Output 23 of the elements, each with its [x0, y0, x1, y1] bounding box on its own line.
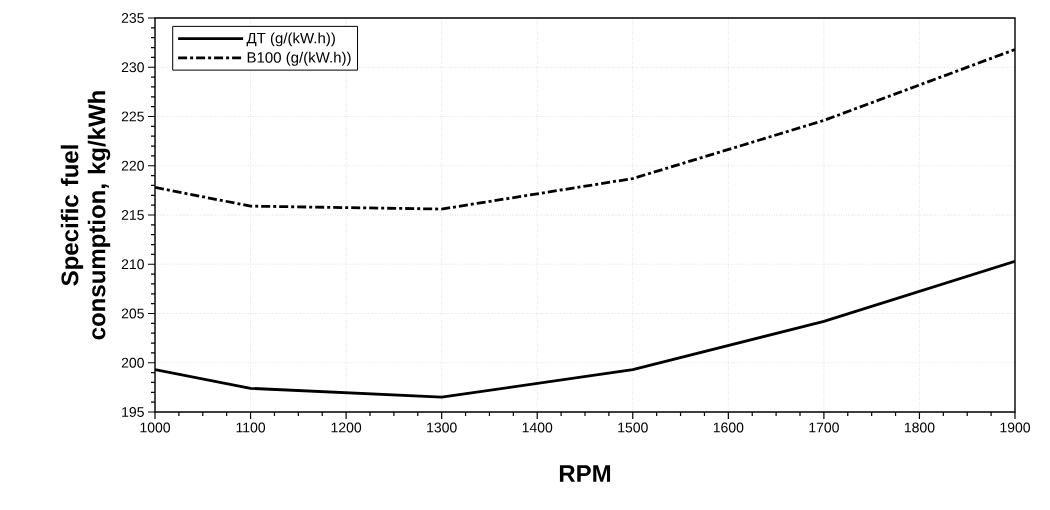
x-tick-label: 1500	[618, 422, 648, 433]
y-tick-label: 215	[121, 210, 144, 220]
y-tick-label: 235	[121, 13, 144, 23]
x-tick-label: 1700	[809, 422, 839, 433]
y-tick-label: 220	[121, 160, 144, 171]
y-tick-label: 225	[121, 111, 144, 122]
x-tick-label: 1800	[904, 422, 935, 433]
x-tick-label: 1900	[1000, 422, 1031, 433]
x-axis-title: RPM	[559, 465, 611, 482]
legend-label: B100 (g/(kW.h))	[247, 51, 351, 66]
x-tick-label: 1200	[331, 422, 362, 433]
x-tick-label: 1600	[713, 422, 744, 433]
x-tick-label: 1100	[236, 422, 266, 433]
legend-label: ДТ (g/(kW.h))	[246, 32, 335, 47]
x-tick-label: 1000	[140, 422, 171, 433]
y-tick-label: 205	[121, 308, 144, 319]
y-tick-label: 210	[121, 259, 144, 270]
y-tick-label: 200	[121, 357, 144, 368]
y-tick-label: 195	[122, 407, 144, 417]
y-axis-title: Specific fuel consumption, kg/kWh	[60, 91, 111, 340]
x-tick-label: 1300	[427, 422, 457, 433]
x-tick-label: 1400	[522, 422, 553, 433]
y-tick-label: 230	[121, 62, 144, 73]
